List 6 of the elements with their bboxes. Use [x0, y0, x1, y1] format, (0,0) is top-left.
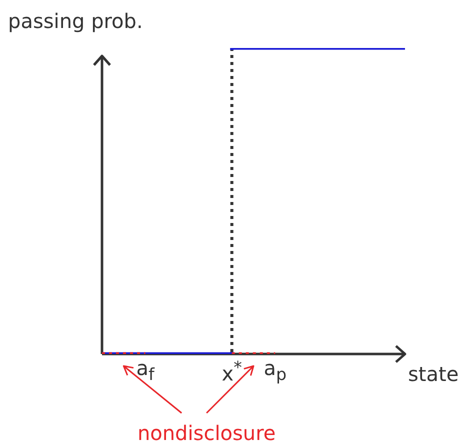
x-tick-label: a$_{f}$ [136, 356, 154, 386]
x-axis-title: state [408, 362, 459, 386]
x-tick-label: x$^{*}$ [222, 357, 242, 386]
y-axis-title: passing prob. [8, 9, 143, 33]
legend-label: nondisclosure [137, 421, 276, 441]
x-tick-label: a$_{p}$ [264, 356, 287, 386]
